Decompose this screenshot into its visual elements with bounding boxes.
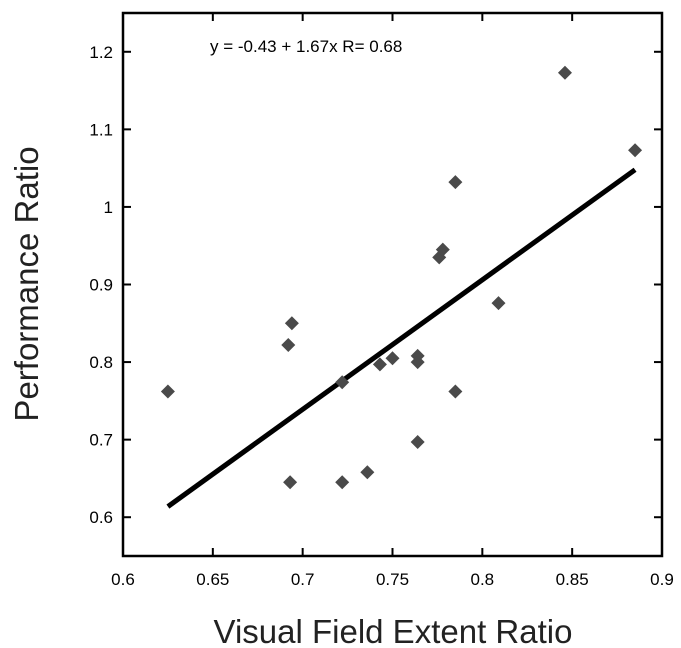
- x-tick-label: 0.75: [376, 570, 409, 589]
- y-tick-label: 0.9: [89, 276, 113, 295]
- data-point: [283, 475, 298, 490]
- x-tick-label: 0.9: [650, 570, 674, 589]
- data-point: [335, 475, 350, 490]
- data-point: [491, 296, 506, 311]
- data-point: [448, 384, 463, 399]
- data-point: [284, 316, 299, 331]
- x-tick-label: 0.7: [291, 570, 315, 589]
- y-axis: 0.6 0.7 0.8 0.9 1 1.1 1.2: [89, 43, 662, 527]
- y-tick-label: 1.1: [89, 120, 113, 139]
- x-tick-label: 0.8: [471, 570, 495, 589]
- x-tick-label: 0.6: [111, 570, 135, 589]
- plot-frame: [121, 11, 664, 558]
- data-point: [628, 143, 643, 158]
- x-tick-label: 0.85: [556, 570, 589, 589]
- data-point: [281, 338, 296, 353]
- data-point: [448, 175, 463, 190]
- data-point: [360, 465, 375, 480]
- y-tick-label: 1.2: [89, 43, 113, 62]
- x-tick-label: 0.65: [196, 570, 229, 589]
- y-tick-label: 0.8: [89, 353, 113, 372]
- data-point: [557, 65, 572, 80]
- y-tick-label: 0.7: [89, 431, 113, 450]
- data-point: [410, 434, 425, 449]
- data-point: [160, 384, 175, 399]
- regression-annotation: y = -0.43 + 1.67x R= 0.68: [210, 37, 402, 56]
- x-axis-title: Visual Field Extent Ratio: [214, 613, 573, 648]
- data-point: [335, 375, 350, 390]
- data-point: [435, 242, 450, 257]
- x-axis: 0.6 0.65 0.7 0.75 0.8 0.85 0.9: [111, 13, 674, 589]
- y-axis-title: Performance Ratio: [8, 146, 45, 421]
- y-tick-label: 1: [104, 198, 113, 217]
- data-point: [410, 355, 425, 370]
- data-points: [160, 65, 643, 490]
- y-tick-label: 0.6: [89, 508, 113, 527]
- data-point: [372, 357, 387, 372]
- regression-line: [166, 167, 637, 509]
- data-point: [385, 351, 400, 366]
